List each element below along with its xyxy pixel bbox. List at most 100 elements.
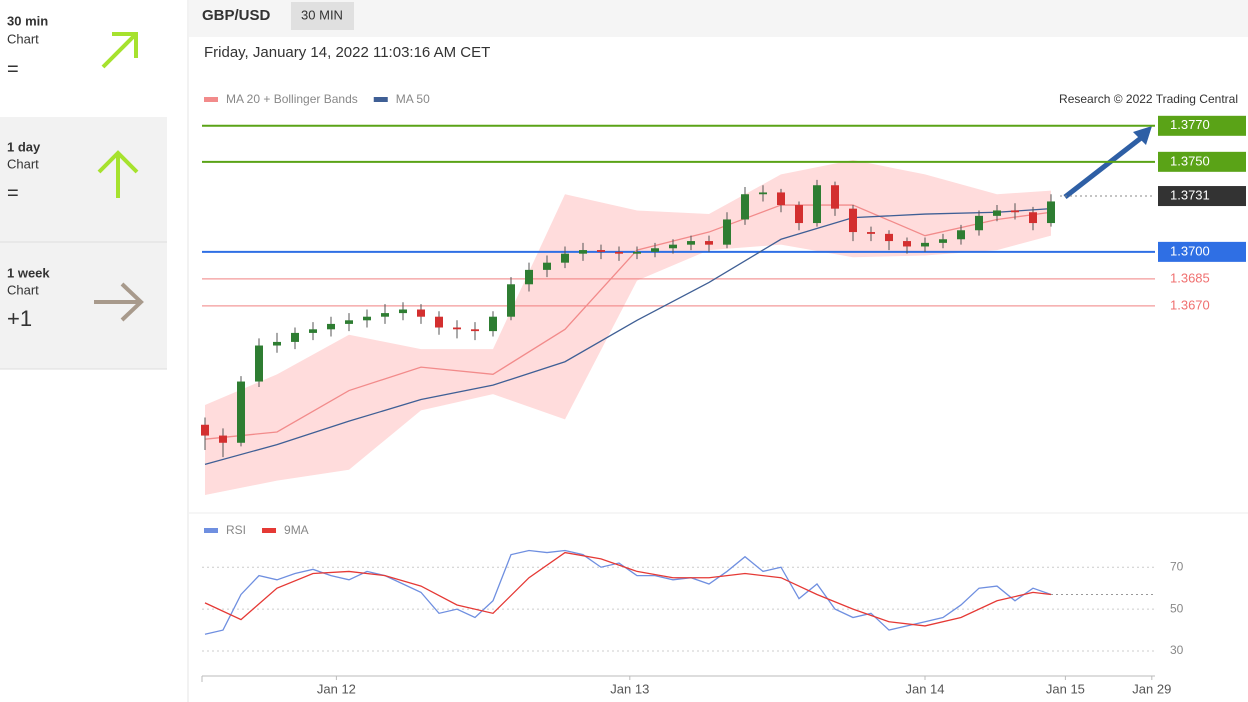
candle-body — [489, 316, 497, 332]
signal: = — [7, 58, 19, 80]
level-label: 1.3670 — [1170, 297, 1210, 312]
card[interactable] — [0, 117, 167, 242]
candle-body — [813, 185, 821, 224]
legend-swatch — [373, 97, 388, 102]
candle-body — [471, 329, 479, 332]
forecast-arrow — [1065, 126, 1152, 197]
candle-body — [867, 232, 875, 234]
legend-label: 9MA — [284, 523, 309, 537]
last-price-box — [1158, 186, 1246, 207]
forecast-arrow — [1063, 136, 1143, 199]
level-label: 1.3750 — [1170, 153, 1210, 168]
candle-body — [399, 309, 407, 314]
candle-body — [633, 251, 641, 254]
x-tick-label: Jan 15 — [1046, 681, 1085, 696]
y-tick-label: 50 — [1170, 601, 1184, 615]
series-line — [204, 207, 1052, 466]
arrow-icon — [101, 32, 138, 69]
candle-body — [273, 341, 281, 346]
kind: Chart — [7, 156, 39, 171]
candle-body — [1011, 210, 1019, 213]
candle-body — [363, 316, 371, 321]
candle-body — [993, 210, 1001, 216]
candle-body — [435, 316, 443, 328]
candle-body — [327, 323, 335, 330]
candle-body — [921, 242, 929, 247]
signal: = — [7, 182, 19, 204]
card[interactable] — [0, 0, 167, 117]
candle-body — [291, 332, 299, 342]
header — [189, 0, 1248, 37]
candle-body — [543, 262, 551, 270]
candle-body — [651, 248, 659, 252]
candle-body — [903, 241, 911, 247]
candle-body — [1029, 212, 1037, 224]
x-tick-label: Jan 14 — [905, 681, 944, 696]
candle-body — [381, 313, 389, 317]
candle-body — [741, 194, 749, 220]
series-line — [204, 549, 1052, 635]
candle-body — [507, 284, 515, 317]
candle-body — [849, 208, 857, 233]
candle-body — [309, 329, 317, 333]
x-tick-label: Jan 12 — [317, 681, 356, 696]
candle-body — [723, 219, 731, 245]
candle-body — [525, 269, 533, 285]
candle-body — [777, 192, 785, 206]
legend-label: MA 20 + Bollinger Bands — [226, 92, 358, 106]
candle-body — [417, 309, 425, 317]
timestamp: Friday, January 14, 2022 11:03:16 AM CET — [204, 44, 490, 61]
candle-body — [579, 250, 587, 254]
candle-body — [795, 205, 803, 224]
level-box — [1158, 115, 1246, 136]
kind: Chart — [7, 31, 39, 46]
candle-body — [219, 435, 227, 443]
level-box — [1158, 151, 1246, 172]
candle-body — [957, 230, 965, 240]
period: 30 min — [7, 13, 48, 28]
y-tick-label: 30 — [1170, 643, 1184, 657]
last-price-label: 1.3731 — [1170, 187, 1210, 202]
candle-body — [1047, 201, 1055, 224]
period: 1 day — [7, 139, 41, 154]
signal: +1 — [7, 306, 32, 331]
legend-swatch — [262, 528, 277, 533]
candle-body — [597, 250, 605, 252]
candle-body — [615, 251, 623, 254]
kind: Chart — [7, 282, 39, 297]
level-label: 1.3685 — [1170, 270, 1210, 285]
x-tick-label: Jan 29 — [1132, 681, 1171, 696]
candle-body — [885, 233, 893, 242]
candle-body — [201, 424, 209, 436]
level-label: 1.3770 — [1170, 117, 1210, 132]
candle-body — [705, 241, 713, 245]
arrow-icon — [97, 150, 139, 198]
candle-body — [345, 320, 353, 324]
legend-label: RSI — [226, 523, 246, 537]
legend-swatch — [204, 528, 218, 533]
arrow-icon — [94, 282, 144, 322]
y-tick-label: 70 — [1170, 559, 1184, 573]
level-label: 1.3700 — [1170, 243, 1210, 258]
period: 1 week — [7, 265, 50, 280]
symbol: GBP/USD — [202, 7, 271, 24]
level-box — [1158, 241, 1246, 262]
candle-body — [759, 192, 767, 195]
bollinger-band — [205, 160, 1051, 495]
candle-body — [975, 215, 983, 231]
legend-label: MA 50 — [396, 92, 430, 106]
legend-swatch — [204, 97, 218, 102]
candle-body — [237, 381, 245, 443]
x-tick-label: Jan 13 — [610, 681, 649, 696]
candle-body — [453, 327, 461, 330]
badge[interactable] — [291, 2, 354, 30]
candle-body — [561, 253, 569, 263]
copyright: Research © 2022 Trading Central — [1059, 92, 1238, 106]
candle-body — [831, 185, 839, 209]
candle-body — [669, 244, 677, 249]
candle-body — [687, 241, 695, 245]
candle-body — [939, 239, 947, 243]
series-line — [204, 551, 1052, 627]
